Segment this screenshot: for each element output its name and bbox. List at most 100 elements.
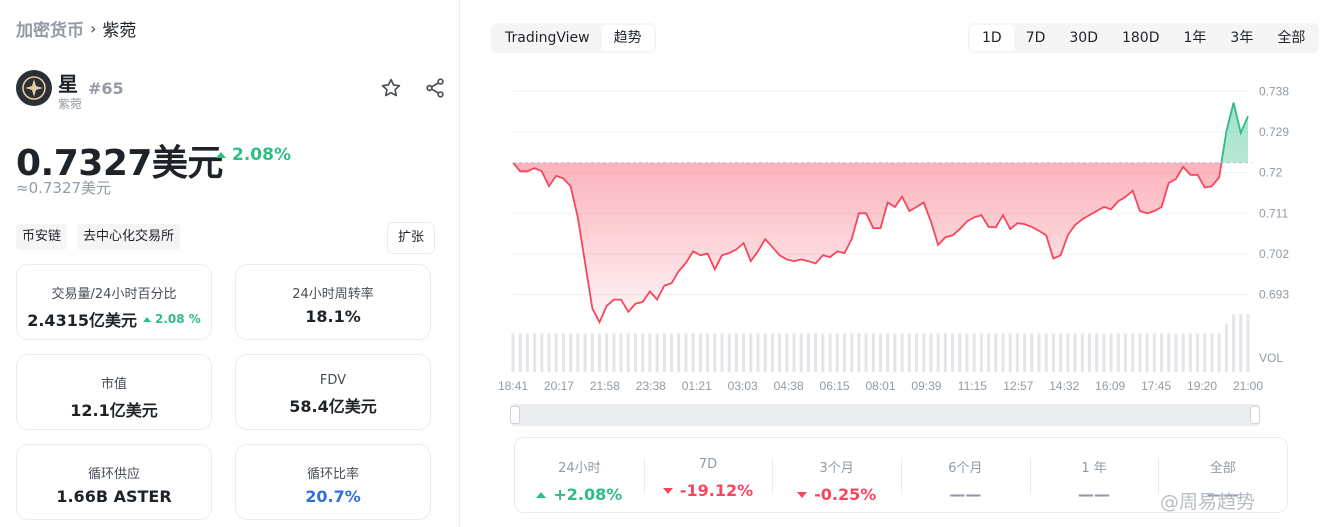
stat-card-circulating-ratio: 循环比率 20.7% xyxy=(235,444,431,520)
volume-bar xyxy=(684,333,688,372)
price-change: 2.08% xyxy=(216,145,291,165)
chart-range-scrollbar[interactable] xyxy=(510,404,1260,426)
volume-bar xyxy=(1239,314,1243,372)
range-1y[interactable]: 1年 xyxy=(1183,30,1207,46)
perf-label: 3个月 xyxy=(819,461,854,476)
volume-bar xyxy=(1174,333,1178,372)
volume-bar xyxy=(799,333,803,372)
volume-bar xyxy=(742,333,746,372)
perf-1y: 1 年 —— xyxy=(1029,438,1159,512)
volume-bar xyxy=(1066,333,1070,372)
performance-summary: 24小时 +2.08% 7D -19.12% 3个月 -0.25% 6个月 ——… xyxy=(514,437,1288,513)
x-tick-label: 21:00 xyxy=(1233,379,1263,393)
volume-bar xyxy=(634,333,637,372)
tab-tradingview[interactable]: TradingView xyxy=(505,30,590,46)
price-chart[interactable]: 0.738 0.729 0.72 0.711 0.702 0.693 VOL 18:41 20:… xyxy=(0,0,1322,400)
stat-value: 1.66B ASTER xyxy=(56,487,172,506)
volume-bar xyxy=(1073,333,1077,372)
volume-bar xyxy=(655,333,659,372)
perf-value: —— xyxy=(1206,485,1239,504)
y-tick-label: 0.729 xyxy=(1259,125,1289,139)
perf-label: 24小时 xyxy=(558,461,601,476)
time-range-switch: 1D 7D 30D 180D 1年 3年 全部 xyxy=(968,23,1320,53)
chart-type-switch: TradingView 趋势 xyxy=(491,23,656,53)
x-tick-label: 21:58 xyxy=(590,379,620,393)
volume-bar xyxy=(1080,333,1084,372)
range-7d[interactable]: 7D xyxy=(1025,30,1046,46)
breadcrumb-parent[interactable]: 加密货币 xyxy=(16,21,84,41)
volume-bar xyxy=(907,333,911,372)
range-1d[interactable]: 1D xyxy=(970,25,1014,51)
volume-bar xyxy=(698,333,702,372)
volume-bar xyxy=(979,333,983,372)
tag-bnb-chain[interactable]: 币安链 xyxy=(16,224,68,250)
volume-bar xyxy=(958,333,962,372)
volume-bar xyxy=(770,333,774,372)
stat-value-row: 2.4315亿美元 2.08 % xyxy=(17,307,211,331)
stat-card-circulating-supply: 循环供应 1.66B ASTER xyxy=(16,444,212,520)
volume-bar xyxy=(1095,333,1099,372)
volume-bar xyxy=(814,333,818,372)
area-below-reference xyxy=(513,162,1248,323)
favorite-star-icon[interactable] xyxy=(380,77,402,99)
stat-card-volume: 交易量/24小时百分比 2.4315亿美元 2.08 % xyxy=(16,264,212,340)
volume-bar xyxy=(972,333,976,372)
range-180d[interactable]: 180D xyxy=(1121,30,1160,46)
expand-button[interactable]: 扩张 xyxy=(387,222,435,254)
stat-label: 循环供应 xyxy=(87,467,140,482)
volume-bar xyxy=(518,333,522,372)
stat-label: 市值 xyxy=(100,377,127,392)
current-price: 0.7327美元 xyxy=(16,143,223,184)
volume-bar xyxy=(1246,314,1250,372)
stat-value: 20.7% xyxy=(305,487,361,506)
volume-bar xyxy=(734,333,738,372)
volume-bar xyxy=(583,333,587,372)
volume-bar xyxy=(943,333,947,372)
volume-bar xyxy=(1059,333,1063,372)
breadcrumb: 加密货币 › 紫菀 xyxy=(16,16,136,41)
range-30d[interactable]: 30D xyxy=(1069,30,1098,46)
volume-bar xyxy=(677,333,681,372)
volume-bar xyxy=(1196,333,1200,372)
stat-label: 交易量/24小时百分比 xyxy=(51,287,177,302)
stat-sub-value: 2.08 % xyxy=(154,312,201,326)
price-line-down xyxy=(512,162,1223,325)
coin-info-panel: 加密货币 › 紫菀 星 紫菀 #65 0.7327美元 2.08% ≈0.732… xyxy=(0,0,460,527)
x-tick-label: 19:20 xyxy=(1187,379,1217,393)
stat-card-fdv: FDV 58.4亿美元 xyxy=(235,354,431,430)
volume-bar xyxy=(1015,333,1019,372)
volume-bar xyxy=(987,333,991,372)
share-icon[interactable] xyxy=(424,77,446,99)
volume-bar xyxy=(691,333,695,372)
volume-bar xyxy=(612,333,616,372)
tag-dex[interactable]: 去中心化交易所 xyxy=(77,224,181,250)
volume-bar xyxy=(1102,333,1106,372)
coin-name: 星 xyxy=(58,72,78,96)
volume-bar xyxy=(576,333,580,372)
volume-bar xyxy=(1188,333,1192,372)
volume-bar xyxy=(619,333,623,372)
volume-label: VOL xyxy=(1259,351,1283,365)
watermark: @周易趋势 xyxy=(1160,487,1255,514)
coin-subname: 紫菀 xyxy=(58,97,83,111)
y-tick-label: 0.702 xyxy=(1259,247,1289,261)
volume-bar xyxy=(900,333,904,372)
volume-bar xyxy=(749,333,753,372)
y-tick-label: 0.693 xyxy=(1259,288,1289,302)
scrollbar-left-handle[interactable] xyxy=(510,406,520,424)
volume-bar xyxy=(547,333,551,372)
volume-bar xyxy=(1109,333,1113,372)
range-3y[interactable]: 3年 xyxy=(1230,30,1254,46)
stat-label: 循环比率 xyxy=(306,467,359,482)
tab-trend[interactable]: 趋势 xyxy=(601,25,654,51)
scrollbar-right-handle[interactable] xyxy=(1250,406,1260,424)
range-all[interactable]: 全部 xyxy=(1277,30,1306,46)
volume-bar xyxy=(785,333,789,372)
stat-value: 18.1% xyxy=(305,307,361,326)
coin-rank: #65 xyxy=(88,79,124,98)
stat-value: 12.1亿美元 xyxy=(70,401,158,420)
perf-value: +2.08% xyxy=(553,485,623,504)
volume-bar xyxy=(641,333,645,372)
stat-label: 24小时周转率 xyxy=(292,287,374,302)
volume-bar xyxy=(525,333,529,372)
